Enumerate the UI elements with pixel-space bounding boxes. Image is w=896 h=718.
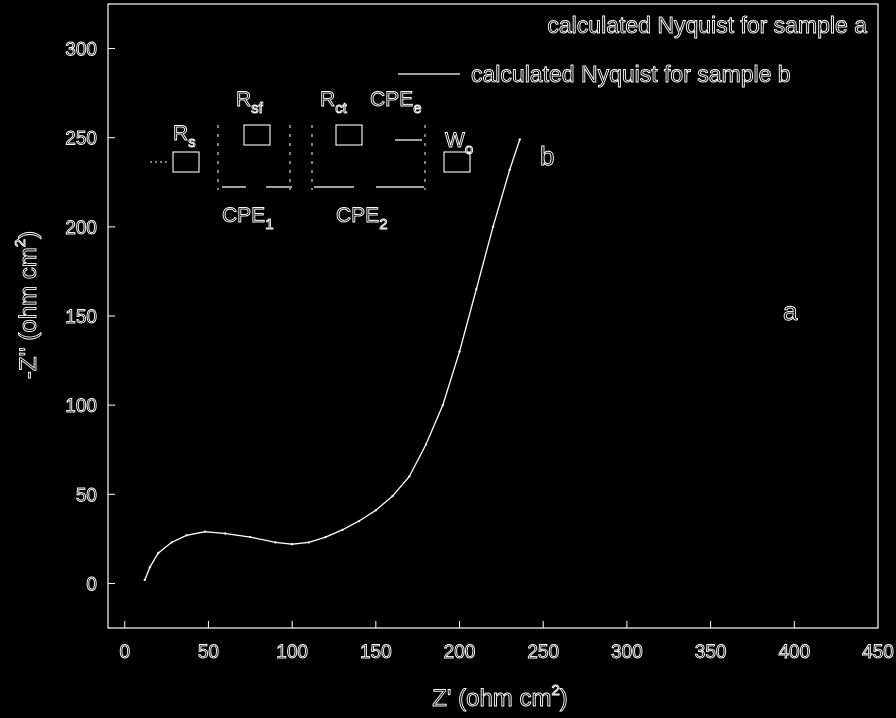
- x-axis-title: Z' (ohm cm2): [432, 682, 568, 712]
- label-rct: Rct: [320, 88, 348, 117]
- data-point: [143, 578, 147, 582]
- x-tick-label: 50: [198, 642, 219, 663]
- data-point: [374, 509, 378, 512]
- data-point: [458, 350, 461, 353]
- curve-label-a: a: [783, 296, 798, 326]
- x-tick-label: 150: [360, 642, 392, 663]
- data-point: [341, 528, 344, 532]
- label-rs: Rs: [173, 122, 196, 151]
- label-cpe-e: CPEe: [370, 88, 422, 117]
- data-point: [185, 534, 188, 537]
- data-point: [518, 138, 521, 141]
- tick-marks: [108, 48, 879, 628]
- data-point: [508, 168, 511, 172]
- y-tick-label: 50: [76, 485, 97, 506]
- x-tick-label: 400: [778, 642, 810, 663]
- data-point: [491, 225, 495, 229]
- series-layer: [143, 138, 521, 582]
- y-axis-title: -Z'' (ohm cm2): [12, 231, 42, 379]
- data-point: [307, 541, 311, 544]
- data-point: [324, 535, 327, 539]
- data-point: [391, 494, 394, 498]
- x-tick-label: 250: [527, 642, 559, 663]
- warburg-wo: [443, 151, 471, 173]
- data-point: [290, 543, 294, 546]
- resistor-rs: [172, 151, 200, 173]
- data-point: [441, 403, 444, 407]
- x-tick-label: 450: [862, 642, 894, 663]
- x-tick-label: 100: [276, 642, 308, 663]
- y-tick-label: 200: [65, 218, 97, 239]
- data-point: [170, 541, 173, 544]
- data-point: [249, 535, 252, 539]
- y-tick-labels: 0 50 100 150 200 250 300: [65, 39, 98, 596]
- data-point: [203, 530, 207, 533]
- data-point: [424, 443, 428, 446]
- label-cpe2: CPE2: [336, 204, 388, 233]
- label-rsf: Rsf: [236, 88, 264, 117]
- legend: calculated Nyquist for sample a calculat…: [398, 12, 868, 87]
- data-point: [475, 288, 478, 291]
- label-cpe1: CPE1: [222, 204, 274, 233]
- data-point: [357, 519, 361, 523]
- y-tick-label: 250: [65, 129, 97, 150]
- data-point: [274, 541, 277, 544]
- data-point: [223, 532, 227, 535]
- series-line-b: [144, 139, 521, 581]
- y-tick-label: 300: [65, 40, 97, 61]
- data-point: [148, 566, 152, 569]
- resistor-rsf: [243, 124, 271, 146]
- x-tick-label: 200: [444, 642, 476, 663]
- curve-label-b: b: [540, 141, 554, 171]
- data-point: [157, 551, 160, 555]
- plot-frame: [107, 3, 879, 629]
- x-tick-labels: 0 50 100 150 200 250 300 350 400 450: [119, 642, 894, 664]
- y-tick-label: 150: [65, 307, 97, 328]
- x-tick-label: 300: [611, 642, 643, 663]
- x-tick-label: 350: [695, 642, 727, 663]
- data-point: [408, 475, 411, 478]
- resistor-rct: [335, 124, 363, 146]
- equivalent-circuit: Rs Rsf CPE1 Rct CPEe Wo CPE2: [150, 88, 474, 233]
- x-tick-label: 0: [119, 642, 130, 663]
- y-tick-label: 0: [86, 574, 97, 595]
- y-tick-label: 100: [65, 396, 97, 417]
- legend-entry-a: calculated Nyquist for sample a: [547, 12, 867, 38]
- label-wo: Wo: [445, 129, 473, 158]
- legend-entry-b: calculated Nyquist for sample b: [471, 61, 791, 87]
